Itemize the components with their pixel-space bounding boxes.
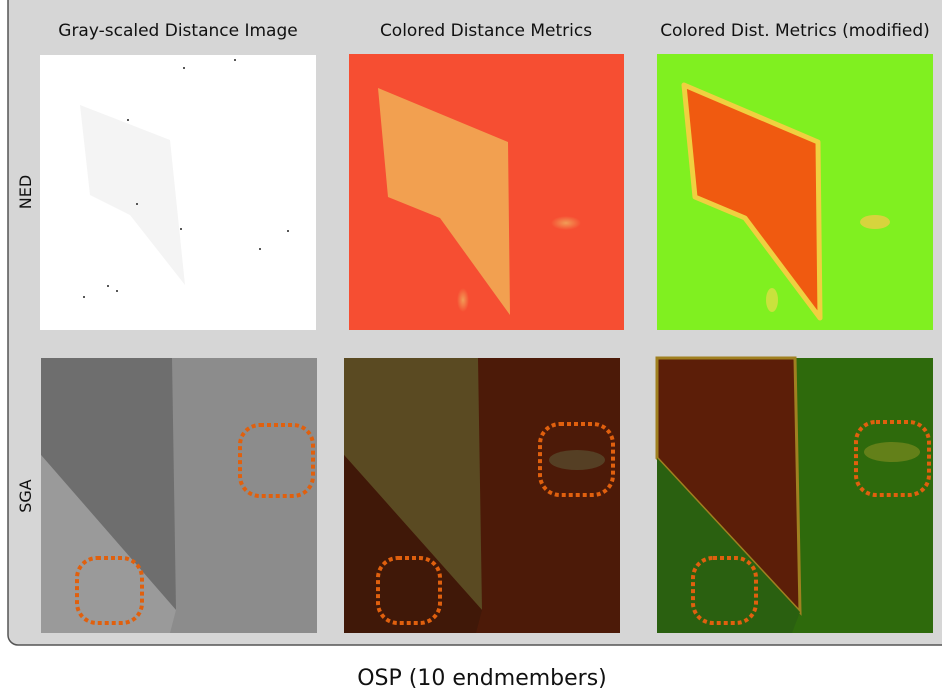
image [344, 358, 620, 633]
image [655, 356, 933, 633]
column-title: Gray-scaled Distance Image [58, 21, 297, 41]
row-label: NED [16, 175, 35, 209]
column-title: Colored Dist. Metrics (modified) [660, 21, 930, 41]
image [40, 55, 316, 330]
column-title: Colored Distance Metrics [380, 21, 592, 41]
image [41, 358, 317, 633]
caption: OSP (10 endmembers) [357, 666, 607, 691]
image [349, 54, 624, 330]
row-label: SGA [16, 479, 35, 513]
image [657, 54, 933, 330]
